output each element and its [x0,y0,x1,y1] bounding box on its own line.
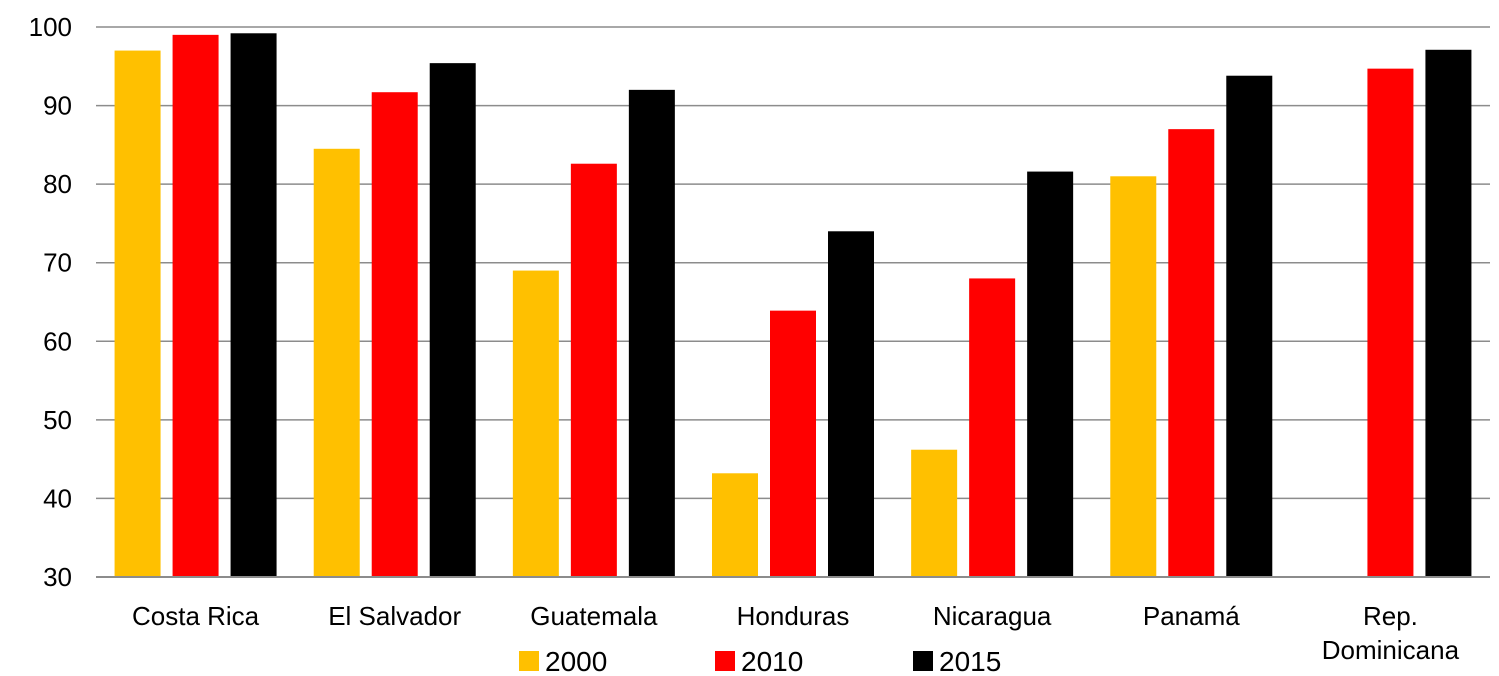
y-tick-label: 30 [43,562,72,592]
bar-2015-1 [429,63,476,577]
category-label: Nicaragua [933,601,1052,631]
y-tick-label: 90 [43,91,72,121]
bar-2010-1 [371,92,418,577]
y-tick-label: 50 [43,405,72,435]
y-axis-tick-labels: 30 40 50 60 70 80 90 100 [29,12,72,592]
bar-2000-4 [911,449,958,577]
bar-2000-0 [114,50,161,578]
bar-2000-1 [313,148,360,578]
bar-2000-3 [712,473,758,577]
bar-2010-4 [969,278,1016,577]
bar-2015-2 [628,89,675,577]
category-label: Panamá [1143,601,1240,631]
bar-2010-2 [570,163,617,577]
bar-2000-2 [512,270,559,577]
category-label: El Salvador [328,601,461,631]
y-tick-label: 60 [43,326,72,356]
y-tick-label: 40 [43,483,72,513]
y-tick-label: 80 [43,169,72,199]
category-label: Honduras [737,601,850,631]
bar-2015-6 [1425,49,1472,578]
bar-2015-0 [230,33,277,578]
bar-2015-3 [828,231,874,578]
category-label: Rep. Dominicana [1322,601,1460,665]
category-label: Guatemala [530,601,658,631]
x-axis-category-labels: Costa Rica El Salvador Guatemala Honduras Ni… [132,601,1460,665]
legend-swatch-2010 [715,651,735,671]
bar-2010-3 [770,310,816,577]
bar-2010-5 [1168,129,1215,577]
bar-2010-6 [1367,68,1414,578]
legend-swatch-2015 [913,651,933,671]
bar-2015-5 [1226,75,1273,577]
legend-label: 2000 [545,646,607,676]
bar-2010-0 [172,34,219,578]
category-label: Costa Rica [132,601,260,631]
legend-label: 2010 [741,646,803,676]
legend-label: 2015 [939,646,1001,676]
bar-2000-5 [1110,176,1157,578]
bar-2015-4 [1027,171,1074,578]
legend: 2000 2010 2015 [519,646,1001,676]
y-tick-label: 70 [43,248,72,278]
legend-swatch-2000 [519,651,539,671]
bars [114,33,1472,578]
y-tick-label: 100 [29,12,72,42]
